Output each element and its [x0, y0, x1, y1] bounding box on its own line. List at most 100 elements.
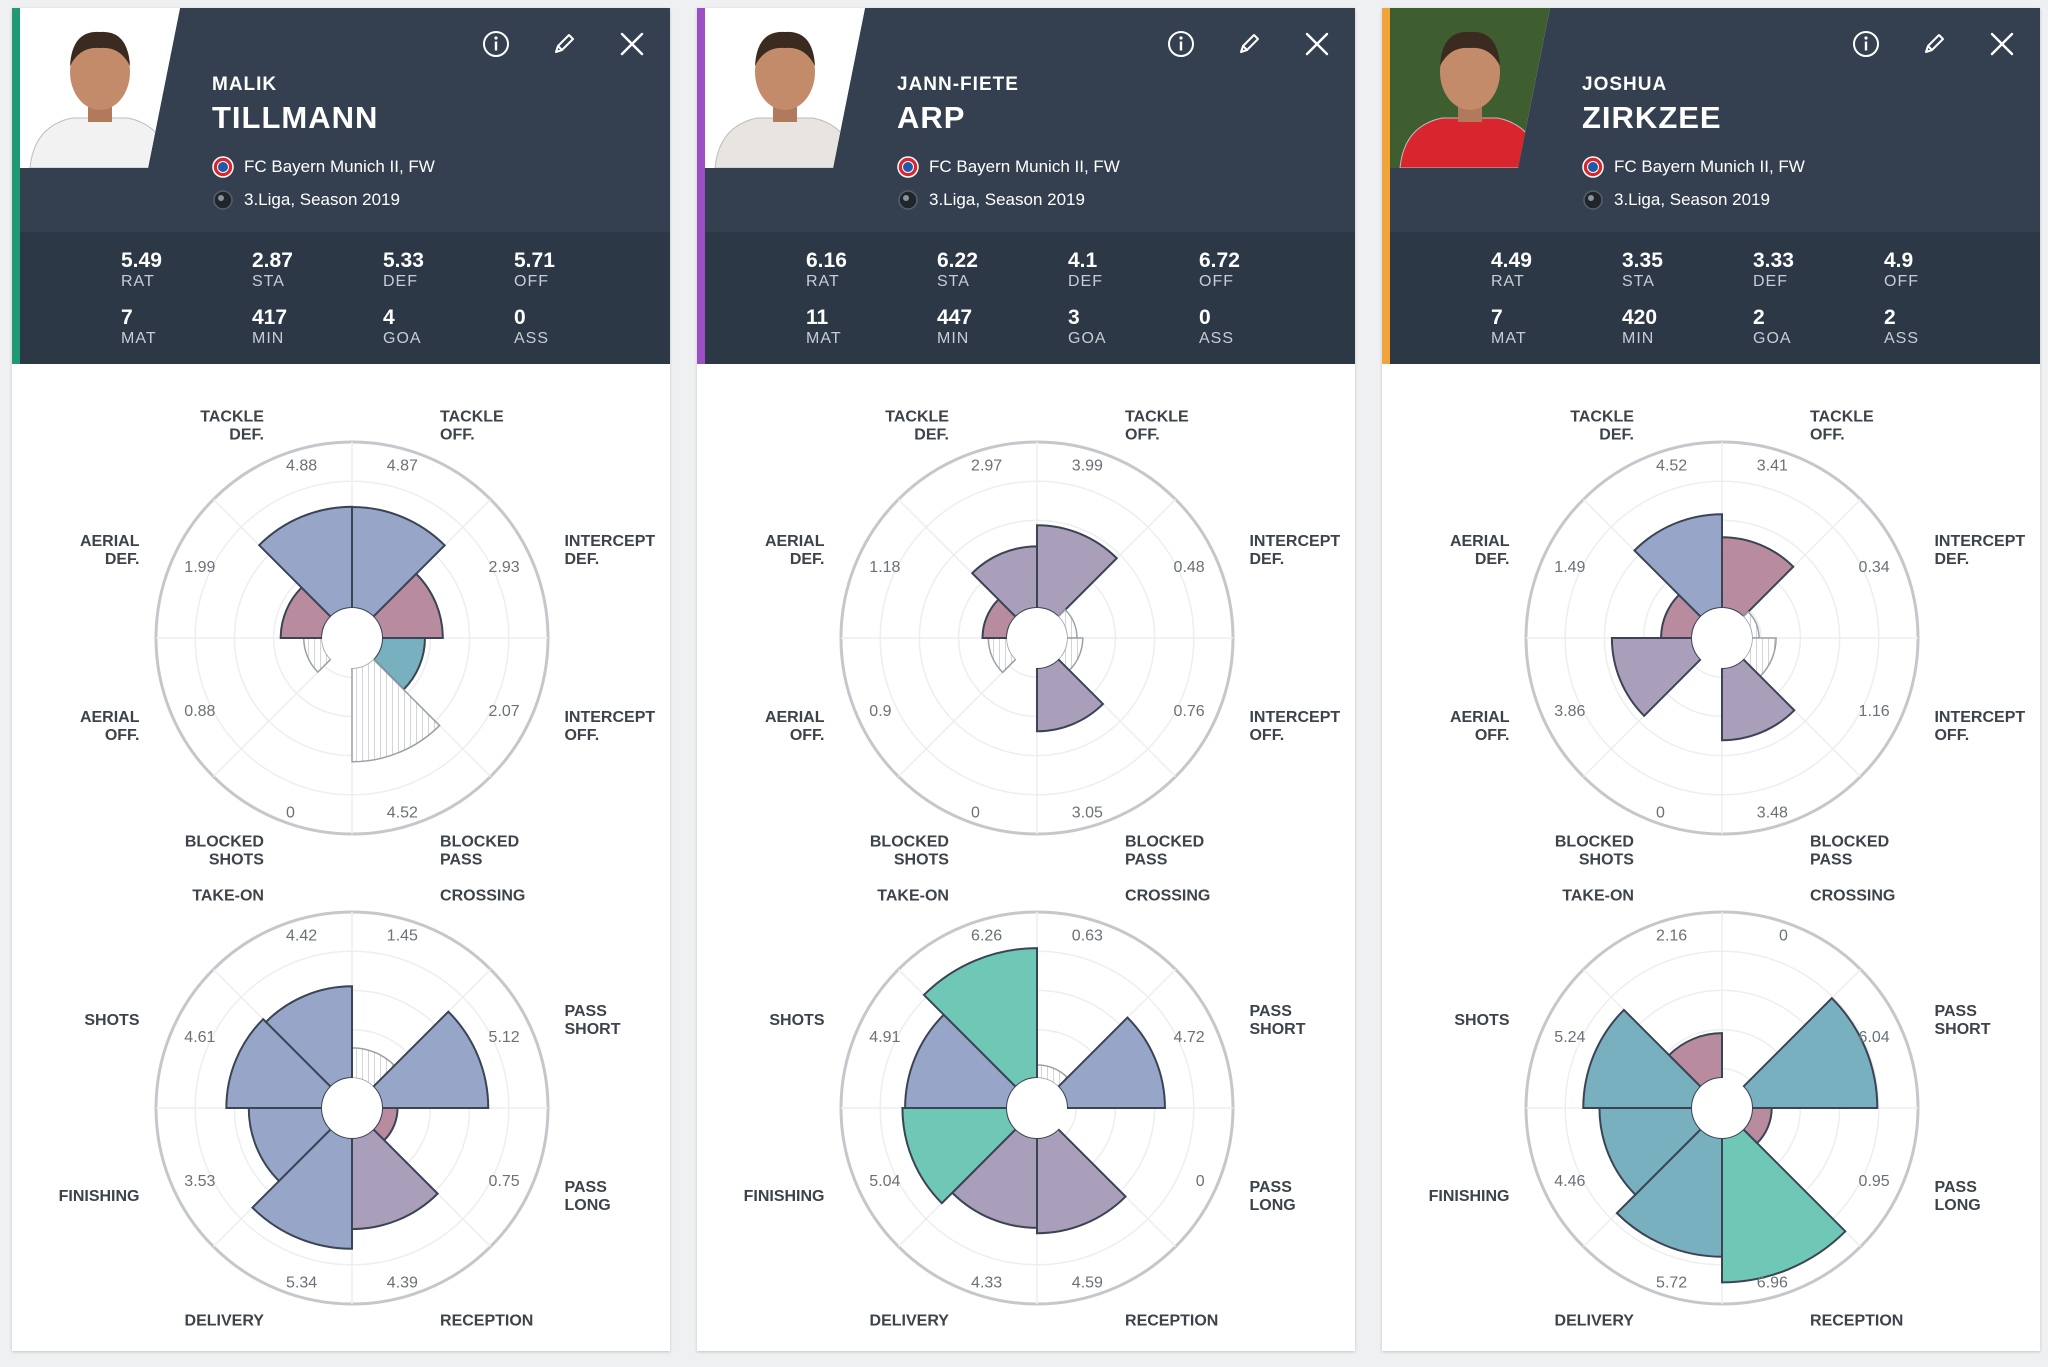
radar-value: 1.18 [869, 559, 900, 576]
stat-item: 5.71 OFF [514, 250, 604, 292]
radar-value: 5.34 [286, 1275, 317, 1292]
club-line: FC Bayern Munich II, FW [212, 156, 435, 178]
club-name: FC Bayern Munich II, FW [1614, 157, 1805, 176]
radar-axis-label: TACKLE DEF. [885, 409, 949, 444]
stat-label: OFF [514, 273, 549, 290]
edit-button[interactable] [548, 28, 580, 60]
club-line: FC Bayern Munich II, FW [1582, 156, 1805, 178]
radar-value: 4.33 [971, 1275, 1002, 1292]
radar-axis-label: BLOCKED SHOTS [1555, 833, 1634, 868]
radar-axis-label: PASS LONG [564, 1179, 610, 1214]
club-line: FC Bayern Munich II, FW [897, 156, 1120, 178]
radar-value: 4.52 [387, 805, 418, 822]
defense-radar-chart: 3.41 TACKLE OFF. 0.34 INTERCEPT DEF. 1.16 INTER… [1450, 409, 2025, 869]
close-button[interactable] [616, 28, 648, 60]
stat-value: 6.16 [806, 249, 847, 272]
radar-value: 6.26 [971, 927, 1002, 944]
stat-item: 0 ASS [1199, 307, 1289, 349]
edit-button[interactable] [1918, 28, 1950, 60]
radar-value: 4.91 [869, 1029, 900, 1046]
radar-axis-label: CROSSING [440, 888, 525, 905]
player-header: MALIK TILLMANN FC Bayern Munich II, FW 3.Li… [20, 8, 670, 232]
info-button[interactable] [480, 28, 512, 60]
radar-value: 0 [1779, 927, 1788, 944]
stat-label: RAT [121, 273, 155, 290]
radar-value: 4.88 [286, 457, 317, 474]
radar-segment [1036, 524, 1119, 619]
radar-value: 0.95 [1859, 1173, 1890, 1190]
radar-axis-label: AERIAL DEF. [1450, 533, 1510, 568]
stat-item: 4.49 RAT [1491, 250, 1581, 292]
club-name: FC Bayern Munich II, FW [929, 157, 1120, 176]
info-button[interactable] [1850, 28, 1882, 60]
stat-item: 6.22 STA [937, 250, 1027, 292]
radar-value: 1.45 [387, 927, 418, 944]
stat-item: 4.1 DEF [1068, 250, 1158, 292]
stat-item: 447 MIN [937, 307, 1027, 349]
radar-axis-label: TAKE-ON [1562, 888, 1634, 905]
radar-axis-label: PASS SHORT [1934, 1003, 1990, 1038]
radar-axis-label: INTERCEPT OFF. [1934, 709, 2025, 744]
stat-value: 7 [1491, 306, 1503, 329]
stat-label: STA [252, 273, 285, 290]
stat-value: 417 [252, 306, 288, 329]
radar-axis-label: SHOTS [1454, 1012, 1509, 1029]
stat-value: 0 [1199, 306, 1211, 329]
stat-value: 6.22 [937, 249, 978, 272]
stat-value: 4.1 [1068, 249, 1098, 272]
radar-segment [970, 545, 1038, 619]
radar-value: 3.53 [184, 1173, 215, 1190]
stat-value: 5.71 [514, 249, 555, 272]
edit-button[interactable] [1233, 28, 1265, 60]
stat-label: DEF [383, 273, 418, 290]
stat-label: GOA [383, 330, 422, 347]
player-card: MALIK TILLMANN FC Bayern Munich II, FW 3.Li… [12, 8, 670, 1351]
card-toolbar [1850, 28, 2018, 60]
stat-item: 0 ASS [514, 307, 604, 349]
radar-axis-label: DELIVERY [185, 1312, 265, 1329]
stat-value: 420 [1622, 306, 1658, 329]
defense-radar-chart: 4.87 TACKLE OFF. 2.93 INTERCEPT DEF. 2.07 INTER… [80, 409, 655, 869]
radar-value: 0.48 [1174, 559, 1205, 576]
radar-value: 4.46 [1554, 1173, 1585, 1190]
stat-value: 4 [383, 306, 395, 329]
close-button[interactable] [1986, 28, 2018, 60]
close-button[interactable] [1301, 28, 1333, 60]
offense-radar-chart: 0.63 CROSSING 4.72 PASS SHORT 0 PASS LONG 4.59 RE… [744, 888, 1306, 1330]
radar-axis-label: TACKLE DEF. [200, 409, 264, 444]
stat-value: 11 [806, 306, 829, 329]
stat-label: GOA [1753, 330, 1792, 347]
radar-axis-label: INTERCEPT DEF. [1934, 533, 2025, 568]
card-toolbar [1165, 28, 1333, 60]
radar-value: 4.52 [1656, 457, 1687, 474]
stat-label: MIN [1622, 330, 1655, 347]
radar-segment [1036, 657, 1105, 733]
close-icon [1990, 32, 2014, 56]
info-button[interactable] [1165, 28, 1197, 60]
stat-value: 2 [1753, 306, 1765, 329]
radar-value: 6.96 [1757, 1275, 1788, 1292]
stat-item: 7 MAT [121, 307, 211, 349]
pencil-icon [1240, 34, 1259, 53]
league-line: 3.Liga, Season 2019 [897, 189, 1085, 211]
stat-item: 4.9 OFF [1884, 250, 1974, 292]
radar-value: 4.39 [387, 1275, 418, 1292]
radar-value: 0 [286, 805, 295, 822]
radar-value: 2.93 [489, 559, 520, 576]
radar-axis-label: PASS LONG [1249, 1179, 1295, 1214]
card-accent-bar [1382, 8, 1390, 364]
player-photo [705, 8, 865, 168]
radar-axis-label: DELIVERY [1555, 1312, 1635, 1329]
bayern-logo-icon [897, 156, 919, 178]
league-line: 3.Liga, Season 2019 [212, 189, 400, 211]
stat-value: 447 [937, 306, 973, 329]
radar-value: 0.88 [184, 703, 215, 720]
league-name: 3.Liga, Season 2019 [1614, 190, 1770, 209]
player-first-name: MALIK [212, 74, 278, 95]
league-ball-icon [898, 190, 918, 210]
radar-value: 5.04 [869, 1173, 900, 1190]
pencil-icon [1925, 34, 1944, 53]
radar-axis-label: TACKLE DEF. [1570, 409, 1634, 444]
radar-value: 0.9 [869, 703, 891, 720]
radar-axis-label: RECEPTION [1810, 1312, 1903, 1329]
